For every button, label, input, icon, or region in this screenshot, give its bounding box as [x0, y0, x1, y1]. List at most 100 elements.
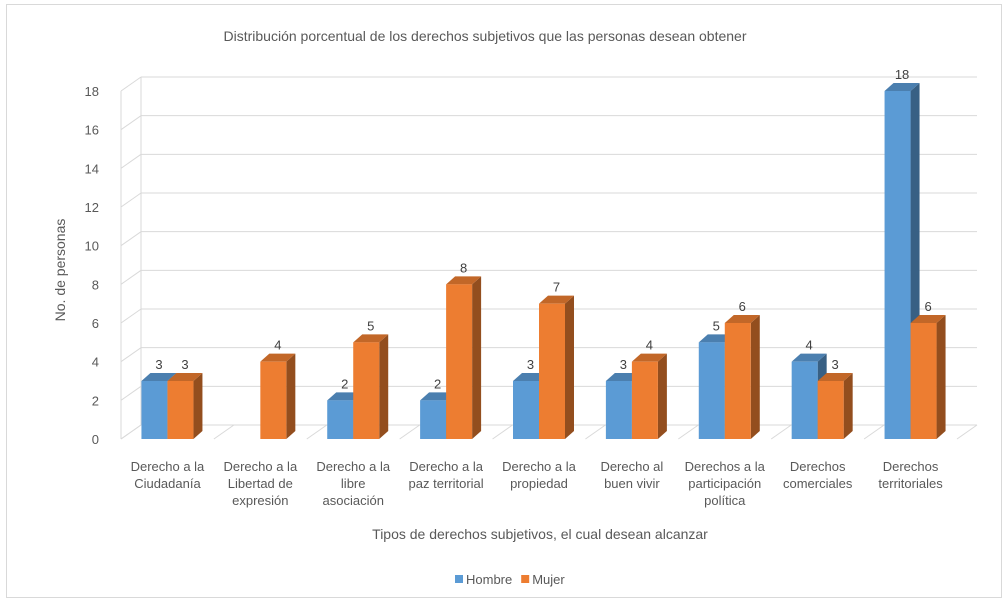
x-axis-label: Tipos de derechos subjetivos, el cual de… — [372, 526, 708, 542]
bar-mujer-8 — [817, 373, 853, 439]
gridline-depth — [120, 385, 142, 401]
x-category-label: Derecho a la paz territorial — [409, 459, 484, 491]
data-label: 18 — [895, 67, 909, 82]
x-category-line: expresión — [232, 493, 288, 508]
bar-front — [910, 323, 937, 439]
bar-top — [141, 373, 177, 381]
x-category-label: Derecho a la Libertad de expresión — [223, 459, 297, 508]
x-category-line: participación — [688, 476, 761, 491]
bar-top — [884, 83, 920, 91]
x-category-line: Derechos — [790, 459, 846, 474]
x-category-label: Derechos a la participación política — [685, 459, 766, 508]
floor-line — [770, 424, 792, 440]
data-label: 4 — [274, 338, 281, 353]
floor-line — [492, 424, 513, 440]
x-category-line: propiedad — [510, 476, 568, 491]
bars — [141, 83, 946, 439]
gridline-depth — [120, 153, 142, 169]
bar-top — [353, 334, 389, 343]
gridline-depth — [120, 192, 142, 208]
bar-side — [193, 373, 203, 439]
bar-front — [446, 284, 473, 439]
bar-front — [260, 361, 287, 439]
x-axis-categories: Derecho a la Ciudadanía Derecho a la Libert… — [131, 459, 944, 508]
bar-top — [631, 353, 667, 362]
bar-side — [565, 295, 574, 439]
x-category-line: buen vivir — [604, 476, 660, 491]
legend-label: Hombre — [466, 572, 512, 587]
gridline-depth — [120, 76, 142, 92]
x-category-label: Derecho a la libre asociación — [316, 459, 390, 508]
x-category-line: política — [704, 493, 746, 508]
floor-line — [306, 424, 328, 440]
bar-top — [446, 276, 482, 285]
y-tick-label: 16 — [85, 123, 99, 138]
chart-frame: Distribución porcentual de los derechos … — [6, 4, 1002, 598]
floor-line — [678, 424, 699, 440]
bar-front — [420, 400, 447, 439]
legend-label: Mujer — [532, 572, 565, 587]
bar-front — [353, 342, 380, 439]
bar-front — [698, 342, 725, 439]
x-category-line: Derecho al — [600, 459, 663, 474]
data-labels: 3 3 4 2 5 2 8 3 7 3 4 5 6 4 3 18 6 — [155, 67, 931, 391]
bar-side — [472, 276, 482, 439]
bar-top — [910, 315, 946, 323]
bar-front — [884, 91, 911, 439]
bar-side — [936, 315, 946, 439]
x-category-line: asociación — [323, 493, 384, 508]
data-label: 8 — [460, 260, 467, 275]
data-label: 6 — [924, 299, 931, 314]
floor-line — [120, 424, 142, 440]
y-axis-label: No. de personas — [52, 219, 68, 322]
gridline-depth — [120, 347, 142, 363]
data-label: 4 — [646, 338, 653, 353]
x-category-line: territoriales — [878, 476, 943, 491]
data-label: 3 — [181, 357, 188, 372]
data-label: 5 — [713, 318, 720, 333]
floor-line — [213, 424, 235, 440]
data-label: 5 — [367, 318, 374, 333]
floor-line — [399, 424, 420, 440]
y-tick-label: 0 — [92, 432, 99, 447]
bar-mujer-4 — [446, 276, 482, 439]
bar-front — [539, 303, 565, 439]
legend-swatch — [455, 575, 463, 583]
y-tick-label: 18 — [85, 84, 99, 99]
y-tick-label: 6 — [92, 316, 99, 331]
bar-mujer-2 — [260, 353, 296, 439]
x-category-line: comerciales — [783, 476, 853, 491]
bar-mujer-1 — [167, 373, 203, 439]
x-category-line: Derecho a la — [502, 459, 576, 474]
gridline-depth — [120, 231, 142, 247]
legend-item-hombre: Hombre — [455, 572, 512, 587]
data-label: 6 — [739, 299, 746, 314]
bar-side — [379, 334, 389, 439]
chart-title: Distribución porcentual de los derechos … — [224, 28, 747, 44]
data-label: 2 — [341, 376, 348, 391]
data-label: 3 — [620, 357, 627, 372]
x-category-label: Derecho a la Ciudadanía — [131, 459, 205, 491]
bar-front — [167, 381, 194, 439]
data-label: 3 — [527, 357, 534, 372]
floor-line — [863, 424, 885, 440]
data-label: 7 — [553, 280, 560, 295]
bar-front — [141, 381, 168, 439]
floor-line — [585, 424, 606, 440]
legend-swatch — [521, 575, 530, 583]
bar-side — [750, 315, 760, 439]
bar-chart: Distribución porcentual de los derechos … — [52, 28, 978, 587]
gridline-depth — [120, 269, 142, 285]
bar-mujer-5 — [539, 295, 574, 439]
bar-top — [817, 373, 853, 381]
gridline-depth — [120, 115, 142, 131]
x-category-line: Derechos — [883, 459, 939, 474]
bar-front — [817, 381, 844, 439]
x-category-line: paz territorial — [409, 476, 484, 491]
y-tick-label: 2 — [92, 393, 99, 408]
x-category-line: Derecho a la — [316, 459, 390, 474]
bar-front — [327, 400, 354, 439]
legend: Hombre Mujer — [455, 572, 565, 587]
data-label: 2 — [434, 376, 441, 391]
bar-side — [286, 353, 296, 439]
